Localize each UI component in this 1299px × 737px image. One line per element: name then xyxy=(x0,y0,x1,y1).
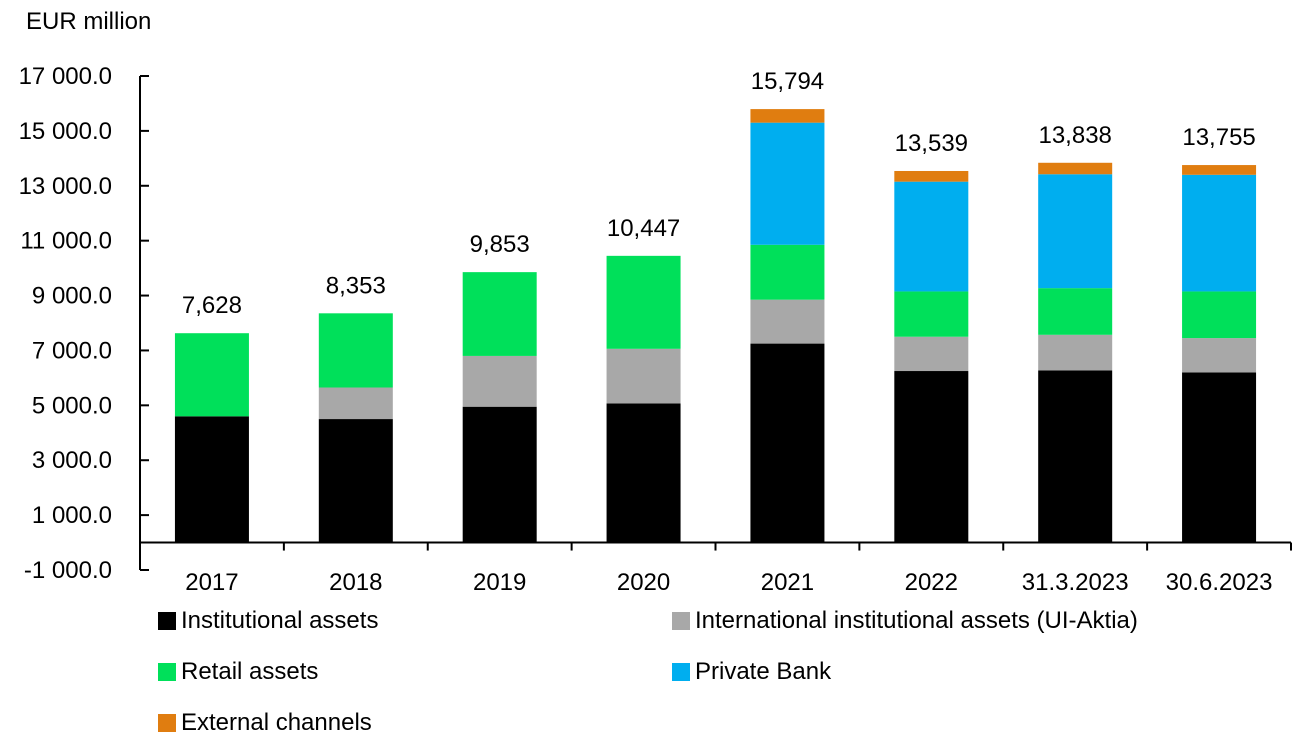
bar-segment xyxy=(894,291,969,337)
bar-segment xyxy=(894,371,969,543)
total-labels: 7,628 8,353 9,853 10,447 15,794 13,539 13,838 1… xyxy=(182,68,1256,319)
bar-segment xyxy=(750,244,825,300)
bar-segment xyxy=(606,403,681,543)
bar-segment xyxy=(606,348,681,404)
bar-segment xyxy=(750,299,825,344)
bar-segment xyxy=(606,255,681,349)
x-tick-label: 2017 xyxy=(185,569,238,596)
bar-segment xyxy=(318,387,393,420)
total-label: 13,838 xyxy=(1038,122,1111,149)
y-axis: -1 000.0 1 000.0 3 000.0 5 000.0 7 000.0 9 00… xyxy=(19,63,149,584)
bar-segment xyxy=(462,355,537,407)
total-label: 13,755 xyxy=(1182,124,1255,151)
bar-segment xyxy=(894,181,969,292)
y-tick-label: 5 000.0 xyxy=(32,392,112,419)
y-axis-unit-label: EUR million xyxy=(26,8,152,35)
total-label: 10,447 xyxy=(607,215,680,242)
total-label: 7,628 xyxy=(182,292,242,319)
y-tick-label: 7 000.0 xyxy=(32,337,112,364)
bar-segment xyxy=(1038,162,1113,175)
bar-segment xyxy=(462,272,537,356)
x-tick-label: 31.3.2023 xyxy=(1022,569,1129,596)
bar-segment xyxy=(1038,370,1113,543)
x-tick-label: 2020 xyxy=(617,569,670,596)
bar-segment xyxy=(894,170,969,182)
bar-segment xyxy=(174,416,249,543)
bar-segment xyxy=(750,343,825,543)
bar-segment xyxy=(1038,334,1113,371)
total-label: 13,539 xyxy=(895,130,968,157)
bar-segment xyxy=(750,122,825,245)
x-tick-label: 30.6.2023 xyxy=(1166,569,1273,596)
y-tick-label: 9 000.0 xyxy=(32,283,112,310)
x-tick-label: 2021 xyxy=(761,569,814,596)
y-tick-label: 1 000.0 xyxy=(32,502,112,529)
x-tick-label: 2019 xyxy=(473,569,526,596)
bar-segment xyxy=(1182,291,1257,339)
bar-segment xyxy=(1182,165,1257,175)
bar-segment xyxy=(1182,372,1257,543)
bar-segment xyxy=(894,336,969,372)
bars xyxy=(174,109,1257,543)
y-tick-label: 15 000.0 xyxy=(19,118,112,145)
x-tick-label: 2022 xyxy=(905,569,958,596)
y-tick-label: -1 000.0 xyxy=(24,557,112,584)
bar-segment xyxy=(174,333,249,417)
y-tick-label: 3 000.0 xyxy=(32,447,112,474)
bar-segment xyxy=(1038,174,1113,289)
bar-segment xyxy=(1182,338,1257,373)
total-label: 8,353 xyxy=(326,272,386,299)
y-tick-label: 17 000.0 xyxy=(19,63,112,90)
bar-segment xyxy=(462,406,537,543)
total-label: 9,853 xyxy=(470,231,530,258)
bar-segment xyxy=(1038,288,1113,335)
bar-segment xyxy=(318,419,393,543)
x-tick-label: 2018 xyxy=(329,569,382,596)
bar-segment xyxy=(750,109,825,123)
bar-segment xyxy=(318,313,393,388)
y-tick-label: 11 000.0 xyxy=(20,228,112,255)
bar-segment xyxy=(1182,174,1257,292)
x-axis: 2017 2018 2019 2020 2021 2022 31.3.2023 30.6.20… xyxy=(139,541,1292,596)
y-tick-label: 13 000.0 xyxy=(19,173,112,200)
total-label: 15,794 xyxy=(751,68,824,95)
